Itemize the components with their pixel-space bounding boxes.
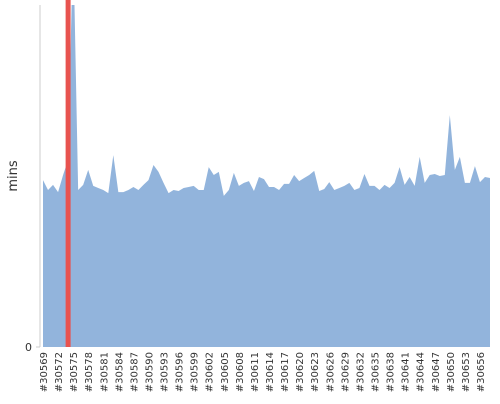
x-tick-label: #30632 — [355, 352, 366, 392]
x-tick-label: #30641 — [401, 352, 412, 392]
x-tick-label: #30617 — [280, 352, 291, 392]
x-tick-label: #30629 — [340, 352, 351, 392]
x-tick-label: #30593 — [160, 352, 171, 392]
highlight-bar — [65, 0, 71, 347]
x-tick-label: #30647 — [431, 352, 442, 392]
x-tick-label: #30608 — [235, 352, 246, 392]
x-tick-label: #30587 — [129, 352, 140, 392]
x-tick-label: #30620 — [295, 352, 306, 392]
x-tick-label: #30614 — [265, 352, 276, 392]
x-tick-label: #30569 — [39, 352, 50, 392]
y-tick-label: 0 — [25, 341, 32, 354]
x-tick-label: #30635 — [370, 352, 381, 392]
x-tick-label: #30650 — [446, 352, 457, 392]
x-tick-label: #30623 — [310, 352, 321, 392]
x-tick-label: #30638 — [386, 352, 397, 392]
y-axis-label: mins — [6, 160, 21, 192]
x-tick-label: #30605 — [220, 352, 231, 392]
x-tick-label: #30575 — [69, 352, 80, 392]
x-tick-label: #30644 — [416, 352, 427, 392]
x-tick-label: #30626 — [325, 352, 336, 392]
x-tick-label: #30596 — [175, 352, 186, 392]
x-tick-label: #30578 — [84, 352, 95, 392]
x-tick-label: #30584 — [114, 352, 125, 392]
x-tick-label: #30572 — [54, 352, 65, 392]
x-tick-label: #30611 — [250, 352, 261, 392]
x-tick-label: #30581 — [99, 352, 110, 392]
x-tick-label: #30653 — [461, 352, 472, 392]
x-tick-label: #30599 — [190, 352, 201, 392]
x-tick-label: #30590 — [144, 352, 155, 392]
area — [43, 5, 490, 347]
x-tick-label: #30602 — [205, 352, 216, 392]
x-tick-label: #30656 — [476, 352, 487, 392]
